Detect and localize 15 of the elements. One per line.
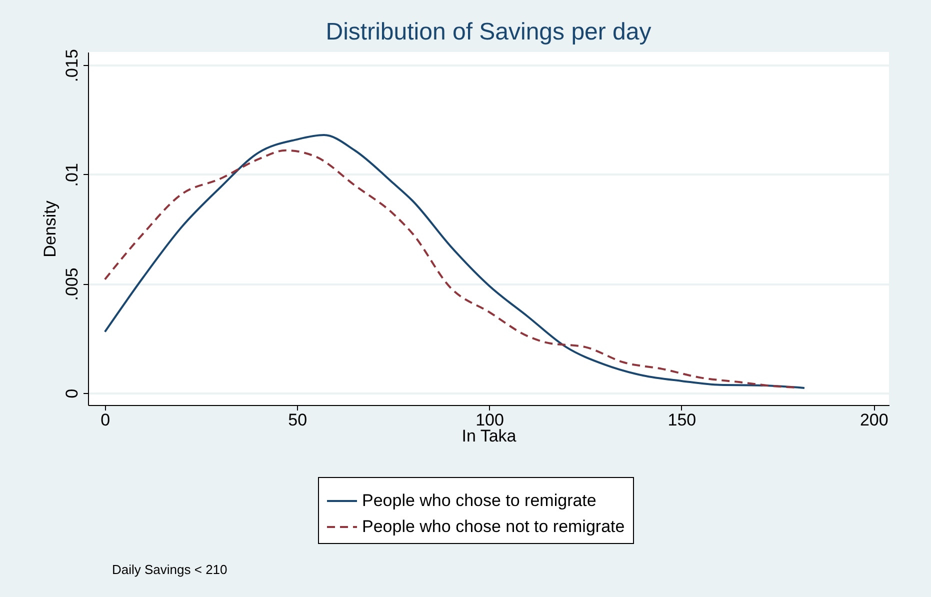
chart-title: Distribution of Savings per day — [326, 18, 652, 46]
x-tick-label: 0 — [100, 410, 110, 430]
x-tick-label: 150 — [668, 410, 696, 430]
legend-label: People who chose to remigrate — [362, 491, 596, 510]
x-tick-label: 200 — [860, 410, 888, 430]
x-tick-label: 50 — [288, 410, 308, 430]
x-axis-title: In Taka — [462, 426, 517, 446]
y-axis-title: Density — [40, 200, 60, 258]
y-tick-label: .01 — [62, 163, 82, 187]
y-tick-label: .005 — [62, 268, 82, 301]
x-tick-label: 100 — [476, 410, 504, 430]
y-tick-label: 0 — [62, 388, 82, 398]
legend-label: People who chose not to remigrate — [362, 517, 625, 536]
text: Daily Savings < 210 — [112, 562, 228, 577]
y-tick-label: .015 — [62, 49, 82, 82]
